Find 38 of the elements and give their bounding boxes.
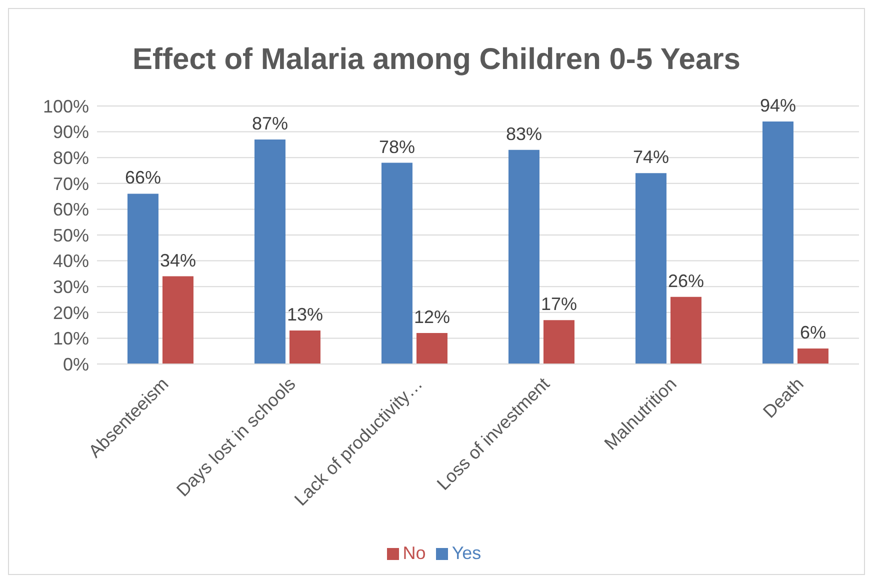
- data-label: 94%: [760, 95, 796, 116]
- bar: [381, 162, 412, 364]
- bar: [508, 150, 540, 364]
- y-tick-label: 60%: [52, 200, 89, 220]
- y-tick-label: 70%: [52, 174, 89, 194]
- data-label: 66%: [124, 168, 161, 188]
- bar: [162, 276, 194, 364]
- y-tick-label: 30%: [52, 276, 89, 297]
- y-tick-label: 80%: [52, 148, 89, 168]
- data-label: 12%: [414, 307, 450, 328]
- bar: [254, 140, 286, 364]
- bar: [670, 296, 702, 364]
- y-tick-label: 10%: [52, 328, 89, 349]
- data-label: 13%: [286, 304, 323, 324]
- y-tick-label: 100%: [42, 96, 89, 116]
- y-tick-label: 50%: [52, 225, 89, 246]
- y-tick-label: 0%: [62, 354, 89, 374]
- bar: [416, 333, 448, 364]
- data-label: 34%: [160, 250, 196, 270]
- legend-label: No: [402, 543, 426, 563]
- data-label: 74%: [632, 147, 669, 168]
- data-label: 6%: [800, 322, 826, 343]
- chart-title: Effect of Malaria among Children 0-5 Years: [132, 43, 742, 77]
- y-tick-label: 40%: [52, 251, 89, 272]
- legend-label: Yes: [452, 543, 482, 563]
- y-tick-label: 20%: [52, 302, 89, 323]
- bar: [543, 320, 574, 364]
- bar: [635, 173, 666, 364]
- bar: [762, 121, 794, 364]
- data-label: 17%: [540, 294, 577, 314]
- bar: [127, 194, 158, 364]
- data-label: 87%: [252, 114, 288, 134]
- y-tick-label: 90%: [52, 122, 89, 142]
- data-label: 26%: [668, 270, 704, 291]
- data-label: 83%: [506, 124, 542, 144]
- data-label: 78%: [378, 136, 415, 157]
- bar: [289, 330, 320, 364]
- bar: [797, 348, 828, 364]
